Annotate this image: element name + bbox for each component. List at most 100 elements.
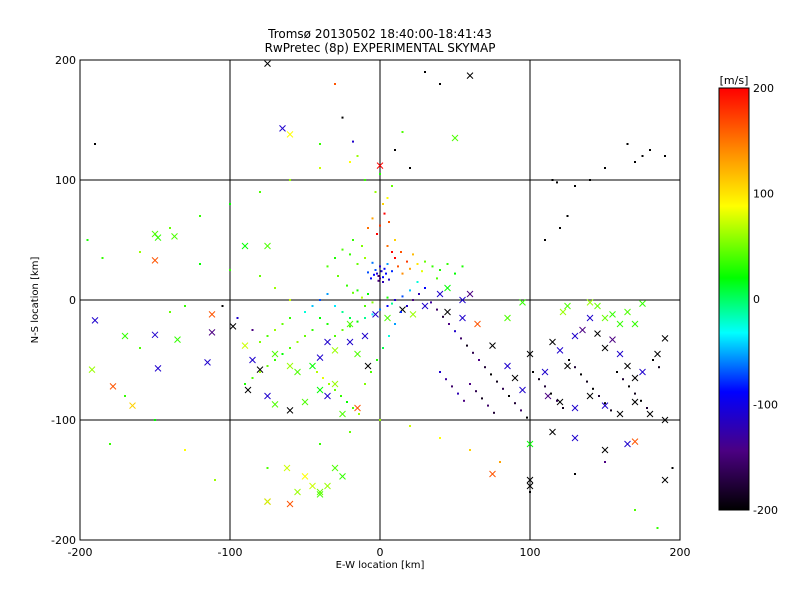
data-point-dot: [289, 179, 291, 181]
data-point-x: [208, 329, 216, 336]
data-point-dot: [376, 359, 378, 361]
data-point-dot: [289, 347, 291, 349]
data-point-dot: [439, 371, 441, 373]
data-point-dot: [304, 335, 306, 337]
data-point-dot: [322, 377, 324, 379]
data-point-x: [594, 302, 601, 310]
data-point-dot: [199, 263, 201, 265]
data-point-dot: [439, 83, 441, 85]
data-point-dot: [259, 371, 261, 373]
data-point-dot: [401, 131, 404, 133]
data-point-x: [121, 332, 129, 340]
data-point-dot: [124, 395, 126, 397]
data-point-x: [331, 464, 339, 472]
data-point-x: [324, 392, 331, 400]
data-point-dot: [496, 380, 498, 383]
data-point-dot: [259, 191, 261, 193]
data-point-dot: [229, 203, 231, 205]
data-point-dot: [481, 397, 483, 400]
data-point-dot: [341, 329, 344, 331]
data-point-dot: [406, 305, 408, 307]
x-tick-label: -100: [218, 546, 243, 559]
data-point-dot: [334, 305, 336, 307]
data-point-dot: [469, 449, 471, 451]
data-point-dot: [472, 351, 474, 354]
data-point-x: [324, 482, 331, 490]
data-point-dot: [385, 272, 387, 275]
data-point-dot: [326, 293, 329, 295]
data-points: [86, 60, 674, 529]
data-point-dot: [341, 248, 344, 251]
data-point-x: [519, 299, 526, 306]
data-point-x: [339, 473, 346, 480]
data-point-x: [264, 60, 271, 67]
data-point-dot: [352, 291, 354, 294]
data-point-dot: [236, 317, 239, 319]
data-point-dot: [544, 385, 546, 388]
data-point-x: [316, 386, 324, 394]
data-point-x: [316, 491, 324, 498]
data-point-dot: [352, 239, 354, 241]
data-point-x: [579, 326, 586, 334]
data-point-dot: [319, 443, 321, 445]
data-point-x: [264, 392, 271, 400]
data-point-x: [88, 366, 96, 373]
data-point-dot: [244, 383, 246, 385]
data-point-dot: [634, 392, 636, 395]
data-point-x: [241, 342, 249, 349]
data-point-dot: [352, 140, 354, 143]
data-point-dot: [311, 329, 314, 331]
data-point-x: [571, 434, 579, 442]
data-point-dot: [382, 276, 384, 279]
data-point-dot: [371, 313, 374, 316]
data-point-dot: [436, 308, 438, 311]
data-point-dot: [281, 353, 284, 355]
data-point-dot: [412, 253, 414, 256]
data-point-dot: [622, 378, 624, 381]
data-point-dot: [538, 378, 540, 381]
data-point-dot: [94, 143, 96, 145]
data-point-dot: [469, 383, 471, 385]
data-point-dot: [340, 395, 342, 397]
data-point-dot: [371, 217, 374, 220]
data-point-x: [361, 332, 369, 340]
data-point-dot: [316, 371, 318, 373]
data-point-dot: [457, 392, 459, 395]
data-point-dot: [386, 305, 389, 307]
data-point-dot: [259, 275, 261, 277]
data-point-dot: [394, 257, 396, 259]
data-point-x: [459, 314, 466, 322]
data-point-dot: [460, 337, 462, 340]
data-point-dot: [349, 161, 351, 163]
data-point-x: [616, 320, 624, 328]
data-point-x: [286, 131, 294, 138]
data-point-dot: [251, 377, 254, 379]
data-point-dot: [184, 449, 186, 451]
data-point-x: [601, 314, 609, 322]
data-point-dot: [556, 399, 558, 402]
data-point-dot: [367, 271, 369, 274]
data-point-dot: [334, 83, 336, 85]
data-point-dot: [289, 299, 291, 301]
data-point-dot: [266, 467, 269, 469]
data-point-dot: [349, 325, 351, 328]
data-point-dot: [364, 317, 366, 319]
data-point-x: [586, 299, 594, 306]
data-point-x: [654, 350, 661, 358]
data-point-dot: [383, 267, 386, 270]
data-point-x: [511, 374, 519, 382]
data-point-dot: [229, 269, 231, 271]
data-point-x: [586, 314, 594, 322]
data-point-x: [489, 470, 496, 478]
data-point-dot: [421, 270, 423, 273]
data-point-dot: [592, 387, 594, 390]
data-point-dot: [604, 167, 606, 169]
data-point-dot: [550, 392, 552, 395]
data-point-x: [624, 440, 631, 448]
data-point-dot: [493, 411, 495, 414]
data-point-dot: [377, 275, 380, 277]
data-point-dot: [634, 161, 636, 163]
data-point-dot: [154, 419, 156, 421]
data-point-x: [129, 402, 136, 409]
data-point-dot: [304, 311, 306, 313]
